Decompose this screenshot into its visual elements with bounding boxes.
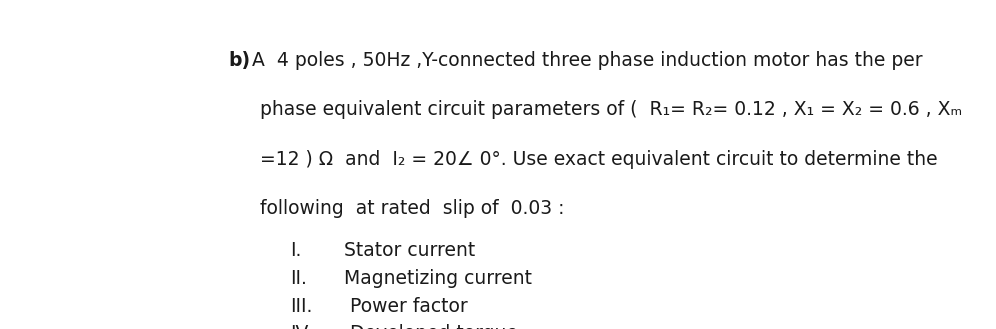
- Text: A  4 poles , 50Hz ,Y-connected three phase induction motor has the per: A 4 poles , 50Hz ,Y-connected three phas…: [252, 51, 922, 70]
- Text: Magnetizing current: Magnetizing current: [345, 269, 533, 288]
- Text: b): b): [229, 51, 251, 70]
- Text: I.: I.: [291, 241, 302, 260]
- Text: IV.: IV.: [291, 324, 313, 329]
- Text: II.: II.: [291, 269, 308, 288]
- Text: =12 ) Ω  and  I₂ = 20∠ 0°. Use exact equivalent circuit to determine the: =12 ) Ω and I₂ = 20∠ 0°. Use exact equiv…: [260, 150, 937, 169]
- Text: phase equivalent circuit parameters of (  R₁= R₂= 0.12 , X₁ = X₂ = 0.6 , Xₘ: phase equivalent circuit parameters of (…: [260, 100, 962, 119]
- Text: following  at rated  slip of  0.03 :: following at rated slip of 0.03 :: [260, 199, 564, 218]
- Text: Power factor: Power factor: [345, 297, 468, 316]
- Text: Developed torque: Developed torque: [345, 324, 518, 329]
- Text: III.: III.: [291, 297, 313, 316]
- Text: Stator current: Stator current: [345, 241, 476, 260]
